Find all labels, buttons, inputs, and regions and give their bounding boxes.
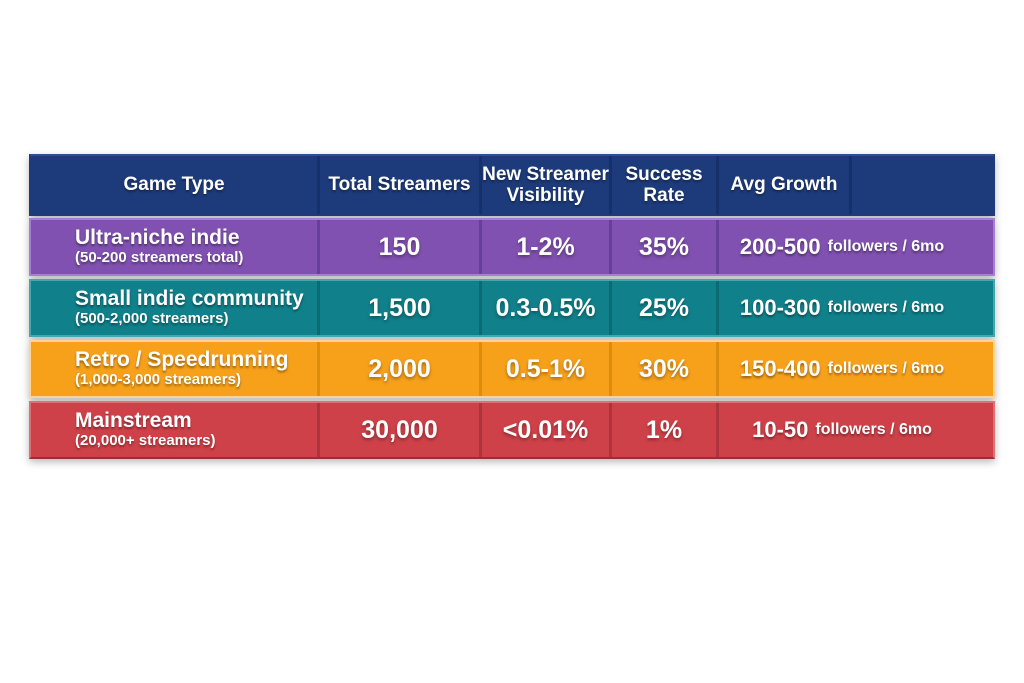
avg-growth-unit: followers / 6mo — [827, 360, 945, 377]
avg-growth-unit: followers / 6mo — [827, 299, 945, 316]
avg-growth-value: 200-500 — [739, 234, 821, 259]
cell-new-streamer-visibility: 0.5-1% — [479, 342, 609, 396]
game-type-name: Mainstream — [75, 409, 192, 433]
cell-game-type: Mainstream (20,000+ streamers) — [31, 403, 317, 457]
cell-avg-growth: 10-50 followers / 6mo — [716, 403, 993, 457]
cell-new-streamer-visibility: 1-2% — [479, 220, 609, 274]
game-type-name: Retro / Speedrunning — [75, 348, 289, 372]
cell-total-streamers: 30,000 — [317, 403, 479, 457]
game-type-detail: (20,000+ streamers) — [75, 432, 216, 450]
header-success-rate: Success Rate — [609, 156, 716, 214]
game-type-name: Small indie community — [75, 287, 304, 311]
game-type-detail: (1,000-3,000 streamers) — [75, 371, 241, 389]
header-new-streamer-visibility: New Streamer Visibility — [479, 156, 609, 214]
game-type-detail: (500-2,000 streamers) — [75, 310, 229, 328]
cell-success-rate: 35% — [609, 220, 716, 274]
header-avg-growth: Avg Growth — [716, 156, 849, 214]
header-success-rate-line1: Success — [625, 163, 703, 185]
cell-avg-growth: 200-500 followers / 6mo — [716, 220, 993, 274]
header-game-type: Game Type — [123, 174, 225, 196]
header-total-streamers: Total Streamers — [317, 156, 479, 214]
cell-total-streamers: 2,000 — [317, 342, 479, 396]
cell-success-rate: 25% — [609, 281, 716, 335]
cell-total-streamers: 150 — [317, 220, 479, 274]
cell-success-rate: 30% — [609, 342, 716, 396]
cell-game-type: Ultra-niche indie (50-200 streamers tota… — [31, 220, 317, 274]
avg-growth-value: 150-400 — [739, 356, 821, 381]
header-new-streamer-visibility-line1: New Streamer — [482, 163, 609, 185]
cell-game-type: Small indie community (500-2,000 streame… — [31, 281, 317, 335]
header-new-streamer-visibility-line2: Visibility — [506, 185, 585, 206]
cell-total-streamers: 1,500 — [317, 281, 479, 335]
avg-growth-unit: followers / 6mo — [827, 238, 945, 255]
table-header-row: Game Type Total Streamers New Streamer V… — [29, 154, 995, 216]
avg-growth-unit: followers / 6mo — [815, 421, 932, 438]
cell-new-streamer-visibility: 0.3-0.5% — [479, 281, 609, 335]
cell-new-streamer-visibility: <0.01% — [479, 403, 609, 457]
avg-growth-value: 100-300 — [739, 295, 821, 320]
header-success-rate-line2: Rate — [643, 185, 685, 206]
table-row-mainstream: Mainstream (20,000+ streamers) 30,000 <0… — [29, 401, 995, 459]
table-row-ultra-niche-indie: Ultra-niche indie (50-200 streamers tota… — [29, 218, 995, 276]
cell-avg-growth: 150-400 followers / 6mo — [716, 342, 993, 396]
streamer-comparison-table: Game Type Total Streamers New Streamer V… — [29, 154, 995, 462]
avg-growth-value: 10-50 — [752, 417, 809, 442]
cell-game-type: Retro / Speedrunning (1,000-3,000 stream… — [31, 342, 317, 396]
header-spacer — [849, 156, 993, 214]
cell-avg-growth: 100-300 followers / 6mo — [716, 281, 993, 335]
table-row-retro-speedrunning: Retro / Speedrunning (1,000-3,000 stream… — [29, 340, 995, 398]
table-row-small-indie-community: Small indie community (500-2,000 streame… — [29, 279, 995, 337]
cell-success-rate: 1% — [609, 403, 716, 457]
game-type-detail: (50-200 streamers total) — [75, 249, 244, 267]
game-type-name: Ultra-niche indie — [75, 226, 240, 250]
